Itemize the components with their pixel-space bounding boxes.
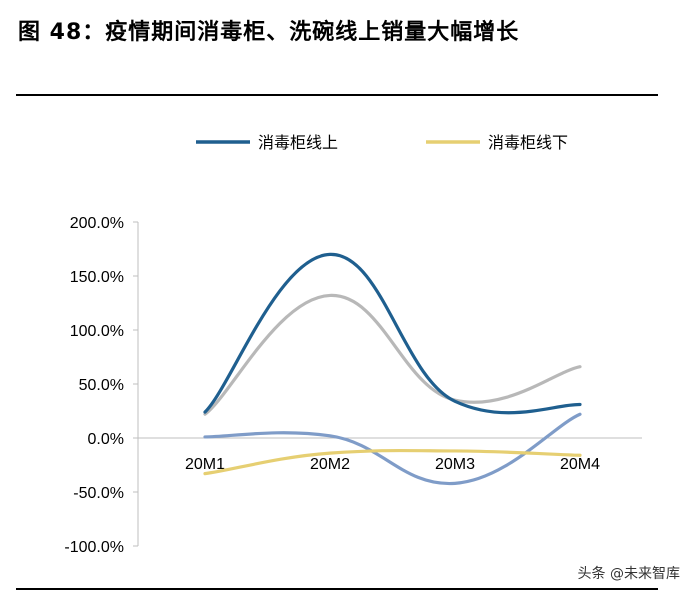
- bottom-divider: [16, 588, 658, 590]
- series-lines: [203, 252, 582, 485]
- series-line-2: [203, 448, 582, 476]
- top-divider: [16, 94, 658, 96]
- legend: 消毒柜线上 消毒柜线下: [196, 133, 568, 152]
- y-tick-label: 150.0%: [70, 269, 124, 286]
- watermark: 头条 @未来智库: [577, 566, 680, 582]
- legend-label: 消毒柜线上: [258, 133, 338, 152]
- x-tick-label: 20M3: [435, 456, 475, 473]
- y-tick-label: 50.0%: [79, 377, 124, 394]
- series-line-3: [203, 293, 582, 416]
- page-title: 图 48：疫情期间消毒柜、洗碗线上销量大幅增长: [18, 20, 520, 45]
- legend-label: 消毒柜线下: [488, 133, 568, 152]
- y-tick-label: 100.0%: [70, 323, 124, 340]
- series-line-1: [203, 252, 582, 415]
- x-tick-label: 20M1: [185, 456, 225, 473]
- y-tick-label: -100.0%: [64, 539, 124, 556]
- x-tick-label: 20M2: [310, 456, 350, 473]
- series-line-4: [203, 412, 582, 485]
- x-tick-label: 20M4: [560, 456, 600, 473]
- y-tick-label: 0.0%: [88, 431, 124, 448]
- axes: 200.0% 150.0% 100.0% 50.0% 0.0% -50.0% -100.0%…: [64, 215, 642, 556]
- y-tick-label: 200.0%: [70, 215, 124, 232]
- y-tick-label: -50.0%: [73, 485, 124, 502]
